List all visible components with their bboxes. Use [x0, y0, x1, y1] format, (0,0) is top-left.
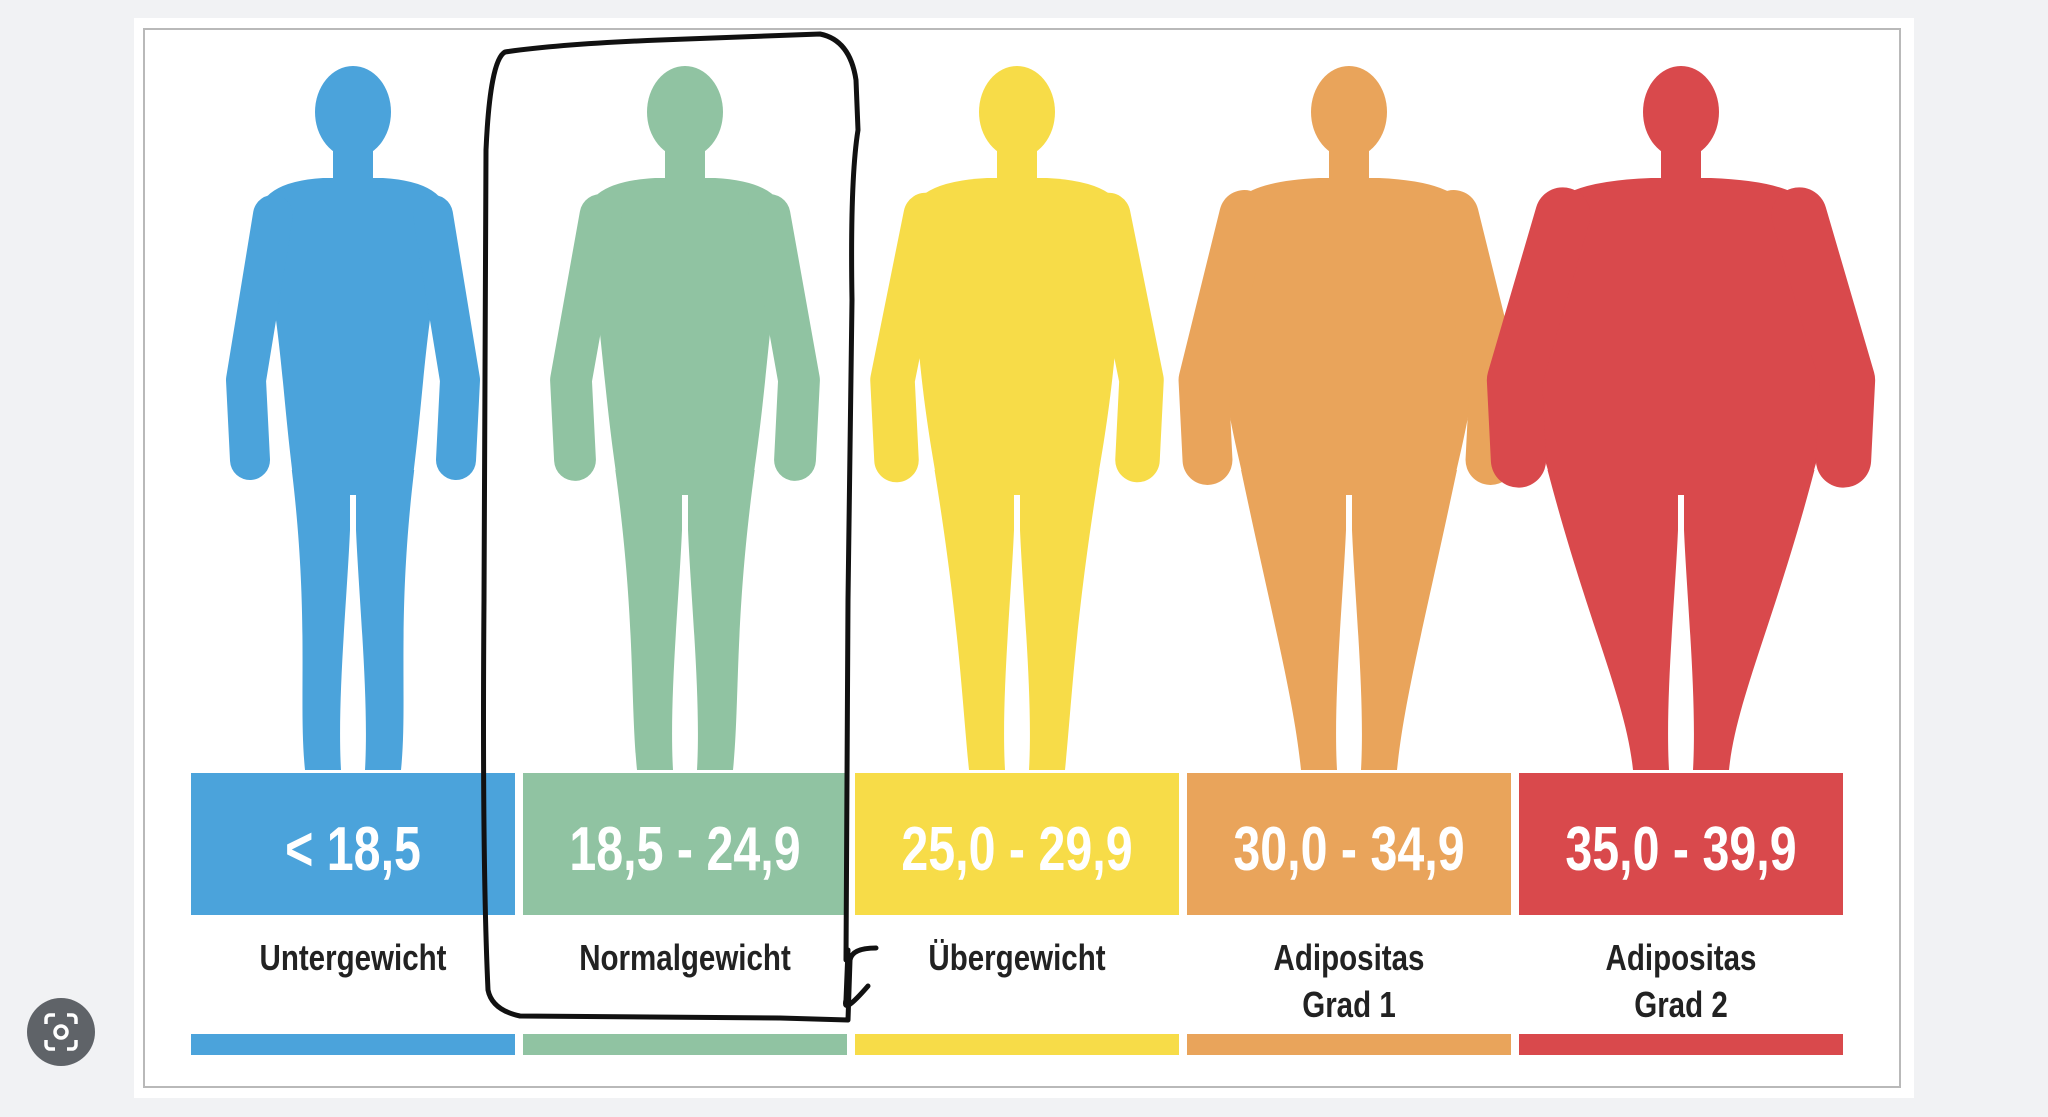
figure-arm — [413, 195, 480, 480]
figure-arm — [226, 195, 293, 480]
class-label: Adipositas — [1606, 937, 1757, 978]
figure-neck — [1329, 140, 1369, 185]
lens-button-bg[interactable] — [27, 998, 95, 1066]
figure-arm — [1178, 190, 1270, 485]
hand-drawn-marker — [481, 31, 879, 1023]
range-text: < 18,5 — [285, 815, 421, 884]
figure-arm — [1771, 187, 1876, 488]
class-label: Grad 2 — [1634, 984, 1728, 1025]
range-text: 35,0 - 39,9 — [1565, 815, 1796, 884]
figure — [1486, 66, 1876, 770]
figure-leg — [1547, 470, 1678, 770]
figure-leg — [1684, 470, 1815, 770]
figure-torso — [258, 178, 448, 495]
figure — [550, 66, 820, 770]
figure-head — [1643, 66, 1719, 158]
figure-leg — [688, 470, 755, 770]
color-bar — [191, 1034, 515, 1055]
figure-leg — [934, 470, 1014, 770]
class-label: Grad 1 — [1302, 984, 1396, 1025]
figure-torso — [910, 178, 1124, 495]
figure-leg — [615, 470, 682, 770]
figure-torso — [1219, 178, 1479, 495]
class-label: Normalgewicht — [579, 937, 791, 978]
figure-leg — [1020, 470, 1100, 770]
figure-head — [647, 66, 723, 158]
class-label: Adipositas — [1274, 937, 1425, 978]
classes: < 18,5 Untergewicht 18,5 - 24,9 Normalgewic… — [191, 773, 1843, 1055]
range-box — [523, 773, 847, 915]
range-text: 25,0 - 29,9 — [901, 815, 1132, 884]
range-box — [1519, 773, 1843, 915]
figure-leg — [356, 470, 415, 770]
figure-head — [315, 66, 391, 158]
figure-head — [979, 66, 1055, 158]
color-bar — [855, 1034, 1179, 1055]
figure — [226, 66, 480, 770]
figure-arm — [1486, 187, 1591, 488]
figure-leg — [1352, 470, 1457, 770]
figures — [226, 66, 1876, 770]
figure-neck — [665, 140, 705, 185]
range-box — [191, 773, 515, 915]
figure — [870, 66, 1164, 770]
lens-icon-dot — [53, 1024, 69, 1040]
range-text: 30,0 - 34,9 — [1233, 815, 1464, 884]
figure-arm — [550, 194, 622, 481]
range-text: 18,5 - 24,9 — [569, 815, 800, 884]
figure-neck — [333, 140, 373, 185]
range-box — [855, 773, 1179, 915]
figure-leg — [291, 470, 350, 770]
figure-arm — [1086, 192, 1164, 483]
figure-leg — [1241, 470, 1346, 770]
lens-icon — [44, 1013, 78, 1051]
class-label: Untergewicht — [260, 937, 447, 978]
figure-torso — [585, 178, 785, 495]
figure-head — [1311, 66, 1387, 158]
figure-neck — [1661, 140, 1701, 185]
figure-arm — [748, 194, 820, 481]
figure-arm — [870, 192, 948, 483]
class-label: Übergewicht — [928, 937, 1105, 978]
color-bar — [1187, 1034, 1511, 1055]
figure-torso — [1522, 178, 1840, 495]
color-bar — [523, 1034, 847, 1055]
color-bar — [1519, 1034, 1843, 1055]
figure-neck — [997, 140, 1037, 185]
range-box — [1187, 773, 1511, 915]
lens-button[interactable] — [27, 998, 95, 1066]
